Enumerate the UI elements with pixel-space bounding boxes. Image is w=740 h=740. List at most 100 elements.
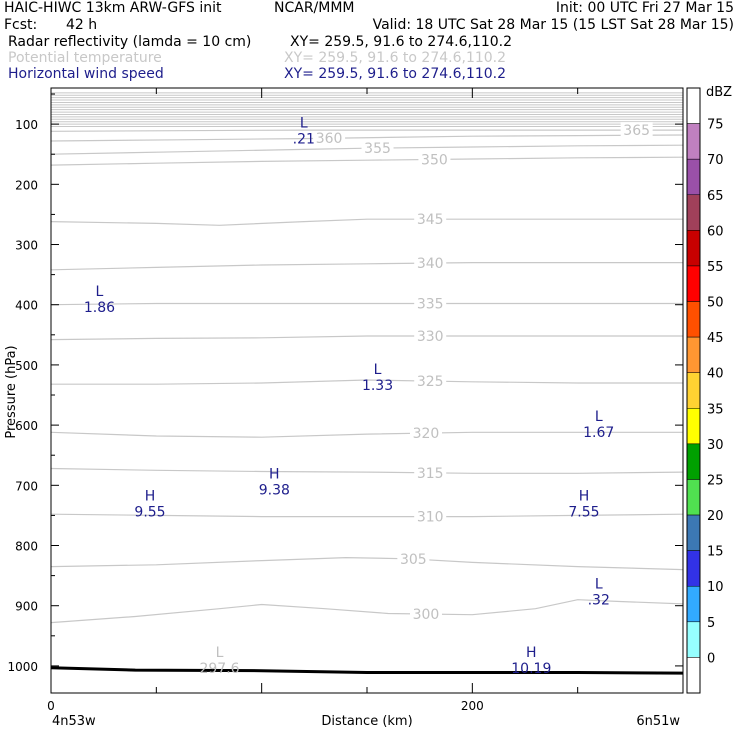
- extremum-value: 1.33: [362, 378, 393, 394]
- theta-label-355: 355: [364, 141, 391, 157]
- colorbar-swatch: [686, 657, 701, 694]
- theta-label-325: 325: [417, 374, 444, 390]
- theta-label-335: 335: [417, 297, 444, 313]
- extremum-value: 10.19: [511, 661, 551, 677]
- model-title: HAIC-HIWC 13km ARW-GFS init: [4, 0, 222, 16]
- colorbar-swatch: [686, 336, 701, 373]
- colorbar-swatch: [686, 514, 701, 551]
- theta-contour-320: [50, 431, 683, 438]
- extremum-value: .21: [293, 131, 315, 147]
- theta-label-bg: [414, 373, 447, 390]
- y-axis-label: Pressure (hPa): [4, 345, 19, 438]
- theta-label-315: 315: [417, 466, 444, 482]
- theta-contours: 300 305 310 315 320 325 330 335 340 345 350 355 360 3…: [50, 92, 684, 624]
- theta-label-bg: [409, 425, 442, 442]
- colorbar-tick-label: 70: [707, 153, 724, 168]
- extremum-kind: L: [300, 115, 308, 131]
- theta-contour-340: [50, 262, 683, 271]
- colorbar-tick-label: 20: [707, 509, 724, 524]
- colorbar-tick-label: 55: [707, 260, 724, 275]
- colorbar-tick-label: 75: [707, 118, 724, 133]
- theta-label-bg: [414, 255, 447, 272]
- extrema-labels: L.21L1.86L1.33L1.67H9.38H9.55H7.55L.32H1…: [84, 115, 614, 677]
- y-tick-label: 400: [15, 299, 38, 313]
- extremum-kind: H: [526, 645, 537, 661]
- colorbar-frame: [686, 87, 701, 694]
- colorbar-tick-label: 15: [707, 545, 724, 560]
- colorbar-tick-label: 0: [707, 651, 715, 666]
- theta-label-bg: [361, 140, 394, 157]
- theta-contour-305: [50, 556, 684, 571]
- extremum-kind: L: [96, 284, 104, 300]
- x-axis-label: Distance (km): [321, 714, 412, 729]
- colorbar-tick-label: 40: [707, 367, 724, 382]
- field-theta-xy: XY= 259.5, 91.6 to 274.6,110.2: [284, 50, 507, 66]
- theta-contour-310: [50, 513, 684, 518]
- colorbar-swatch: [686, 408, 701, 445]
- theta-contour-300: [50, 599, 684, 624]
- colorbar-swatch: [686, 87, 701, 124]
- init-time: Init: 00 UTC Fri 27 Mar 15: [555, 0, 734, 16]
- theta-label-360: 360: [316, 131, 343, 147]
- theta-label-330: 330: [417, 329, 444, 345]
- x-tick-label: 200: [461, 699, 484, 713]
- extremum-value: 1.86: [84, 300, 115, 316]
- y-tick-label: 100: [15, 118, 38, 132]
- theta-label-bg: [418, 151, 451, 168]
- colorbar-tick-label: 50: [707, 296, 724, 311]
- colorbar-swatch: [686, 585, 701, 623]
- colorbar-swatch: [686, 443, 701, 480]
- extremum-kind: L: [374, 362, 382, 378]
- y-tick-label: 800: [15, 540, 38, 554]
- x-tick-label: 0: [47, 699, 55, 713]
- y-tick-label: 700: [15, 479, 38, 493]
- org-label: NCAR/MMM: [274, 0, 355, 16]
- y-tick-label: 300: [15, 239, 38, 253]
- colorbar-tick-label: 35: [707, 402, 724, 417]
- forecast-hours: 42 h: [66, 17, 98, 33]
- theta-label-bg: [409, 606, 442, 623]
- colorbar-swatch: [686, 265, 701, 302]
- colorbar-swatch: [686, 479, 701, 516]
- theta-contour-335: [50, 302, 683, 306]
- extremum-kind: L: [595, 576, 603, 592]
- extremum-kind: H: [579, 489, 590, 505]
- theta-label-bg: [414, 508, 447, 525]
- field-reflectivity-name: Radar reflectivity (lamda = 10 cm): [8, 34, 252, 50]
- extremum-kind: L: [216, 645, 224, 661]
- theta-label-bg: [414, 211, 447, 228]
- ground-surface: [50, 666, 684, 675]
- extremum-value: 9.55: [134, 505, 165, 521]
- colorbar-tick-label: 25: [707, 473, 724, 488]
- theta-label-bg: [414, 295, 447, 312]
- theta-label-bg: [397, 550, 430, 567]
- theta-contour-315: [50, 467, 684, 474]
- theta-label-345: 345: [417, 212, 444, 228]
- colorbar-tick-label: 60: [707, 224, 724, 239]
- theta-label-300: 300: [413, 607, 440, 623]
- ground-line: [50, 666, 684, 675]
- theta-label-365: 365: [623, 123, 650, 139]
- theta-label-bg: [620, 122, 653, 139]
- x-left-endpoint: 4n53w: [52, 714, 96, 729]
- colorbar-swatch: [686, 230, 701, 267]
- x-right-endpoint: 6n51w: [636, 714, 680, 729]
- theta-contour-345: [50, 218, 683, 226]
- theta-label-bg: [313, 130, 346, 147]
- colorbar-tick-label: 45: [707, 331, 724, 346]
- colorbar-swatch: [686, 194, 701, 231]
- colorbar-swatch: [686, 621, 701, 658]
- colorbar-unit: dBZ: [706, 85, 732, 100]
- colorbar-tick-label: 10: [707, 580, 724, 595]
- theta-contour-360: [50, 134, 684, 142]
- colorbar-swatch: [686, 550, 701, 587]
- extremum-value: 1.67: [583, 425, 614, 441]
- extremum-value: 9.38: [259, 482, 290, 498]
- field-wind-name: Horizontal wind speed: [8, 66, 164, 82]
- theta-label-305: 305: [400, 552, 427, 568]
- extremum-value: .32: [588, 592, 610, 608]
- theta-contour-325: [51, 379, 683, 385]
- colorbar-tick-label: 30: [707, 438, 724, 453]
- theta-contour-330: [50, 335, 683, 341]
- extremum-value: 297.6: [199, 661, 239, 677]
